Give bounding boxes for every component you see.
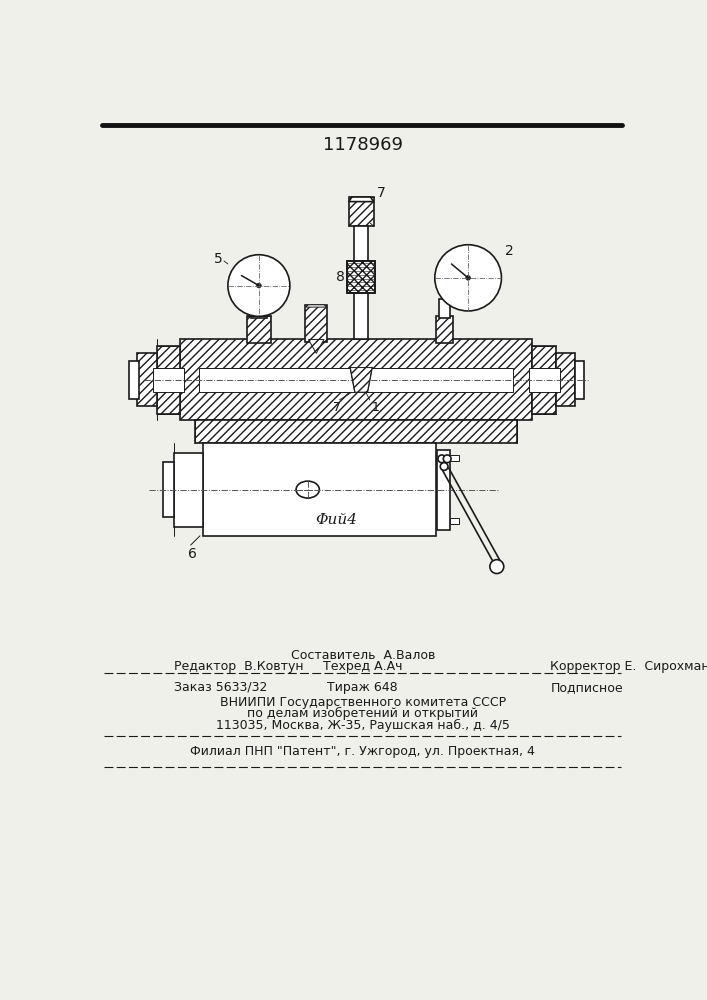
Polygon shape	[351, 368, 372, 392]
Bar	[305, 305, 327, 342]
Circle shape	[443, 455, 451, 463]
Bar	[437, 450, 450, 530]
Bar	[438, 299, 450, 318]
Bar	[347, 261, 375, 293]
Bar	[529, 368, 559, 392]
Bar	[163, 462, 175, 517]
Text: Техред А.Ач: Техред А.Ач	[323, 660, 402, 673]
Polygon shape	[308, 339, 324, 353]
Bar	[347, 261, 375, 293]
Bar	[153, 368, 184, 392]
Bar	[203, 443, 436, 536]
Bar	[556, 353, 575, 406]
Text: 5: 5	[214, 252, 223, 266]
Circle shape	[440, 463, 448, 470]
Text: 2: 2	[506, 244, 514, 258]
Bar	[349, 197, 373, 226]
Text: 7: 7	[377, 186, 385, 200]
Bar	[450, 455, 459, 461]
Bar	[354, 226, 368, 261]
Text: Заказ 5633/32: Заказ 5633/32	[174, 681, 267, 694]
Bar	[436, 316, 452, 343]
Text: ВНИИПИ Государственного комитета СССР: ВНИИПИ Государственного комитета СССР	[220, 696, 506, 709]
Ellipse shape	[296, 481, 320, 498]
Text: 1178969: 1178969	[322, 136, 403, 154]
Circle shape	[490, 560, 504, 574]
Bar	[532, 346, 556, 414]
Text: Тираж 648: Тираж 648	[327, 681, 398, 694]
Text: 1: 1	[371, 401, 379, 414]
Bar	[195, 420, 517, 443]
Circle shape	[228, 255, 290, 316]
Text: Филиал ПНП "Патент", г. Ужгород, ул. Проектная, 4: Филиал ПНП "Патент", г. Ужгород, ул. Про…	[190, 745, 535, 758]
Circle shape	[257, 283, 261, 288]
Polygon shape	[349, 197, 373, 202]
Text: Подписное: Подписное	[550, 681, 623, 694]
Bar	[180, 339, 532, 420]
Bar	[575, 361, 585, 399]
Polygon shape	[305, 305, 327, 307]
Circle shape	[438, 455, 445, 463]
Bar	[354, 293, 368, 339]
Bar	[247, 316, 271, 343]
Bar	[137, 353, 156, 406]
Text: Корректор Е.  Сирохман: Корректор Е. Сирохман	[550, 660, 707, 673]
Text: по делам изобретений и открытий: по делам изобретений и открытий	[247, 707, 478, 720]
Text: 113035, Москва, Ж-35, Раушская наб., д. 4/5: 113035, Москва, Ж-35, Раушская наб., д. …	[216, 719, 510, 732]
Bar	[450, 518, 459, 524]
Text: Составитель  А.Валов: Составитель А.Валов	[291, 649, 435, 662]
Bar	[174, 453, 203, 527]
Bar	[129, 361, 139, 399]
Text: 6: 6	[187, 547, 197, 561]
Bar	[251, 301, 267, 318]
Bar	[199, 368, 513, 392]
Text: Φий4: Φий4	[315, 513, 357, 527]
Text: 8: 8	[337, 270, 345, 284]
Text: 7: 7	[333, 401, 341, 414]
Text: Редактор  В.Ковтун: Редактор В.Ковтун	[174, 660, 303, 673]
Bar	[156, 346, 180, 414]
Circle shape	[466, 276, 470, 280]
Circle shape	[435, 245, 501, 311]
